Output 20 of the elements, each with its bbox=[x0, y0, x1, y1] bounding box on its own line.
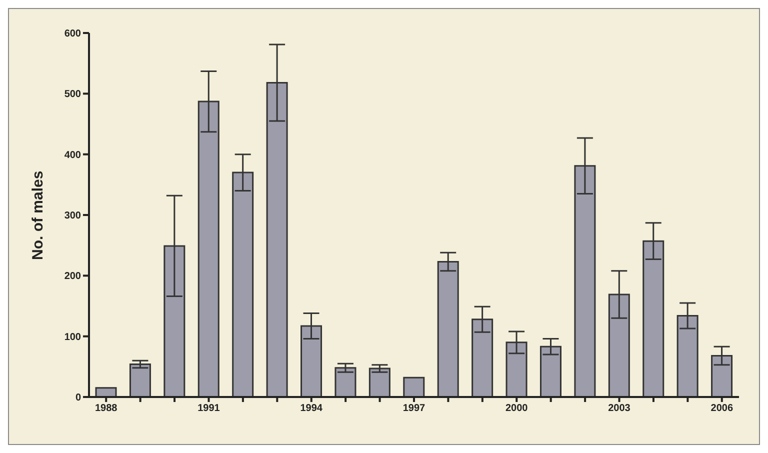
bar bbox=[368, 368, 390, 397]
y-tick-label: 500 bbox=[64, 89, 82, 100]
x-tick-label: 2003 bbox=[608, 403, 631, 414]
y-tick-label: 300 bbox=[64, 210, 82, 222]
bar bbox=[129, 363, 151, 397]
y-tick-label: 400 bbox=[64, 150, 82, 161]
bar bbox=[95, 387, 117, 397]
bar bbox=[403, 376, 425, 397]
y-tick-label: 200 bbox=[64, 271, 82, 282]
x-tick-label: 2006 bbox=[710, 403, 734, 414]
y-tick-label: 600 bbox=[64, 28, 82, 40]
x-tick-label: 2000 bbox=[506, 403, 528, 414]
x-tick-label: 1991 bbox=[198, 403, 220, 414]
bar bbox=[334, 367, 356, 397]
x-tick-label: 1988 bbox=[94, 403, 118, 414]
y-tick-label: 100 bbox=[64, 332, 82, 343]
y-axis-title: No. of males bbox=[29, 170, 46, 260]
x-tick-label: 1997 bbox=[402, 403, 426, 414]
y-tick-label: 0 bbox=[75, 392, 82, 404]
x-tick-label: 1994 bbox=[300, 403, 323, 414]
